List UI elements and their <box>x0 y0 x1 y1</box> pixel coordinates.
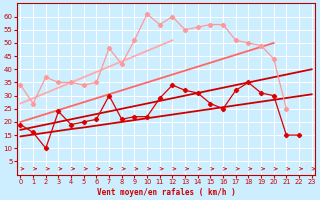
X-axis label: Vent moyen/en rafales ( km/h ): Vent moyen/en rafales ( km/h ) <box>97 188 236 197</box>
